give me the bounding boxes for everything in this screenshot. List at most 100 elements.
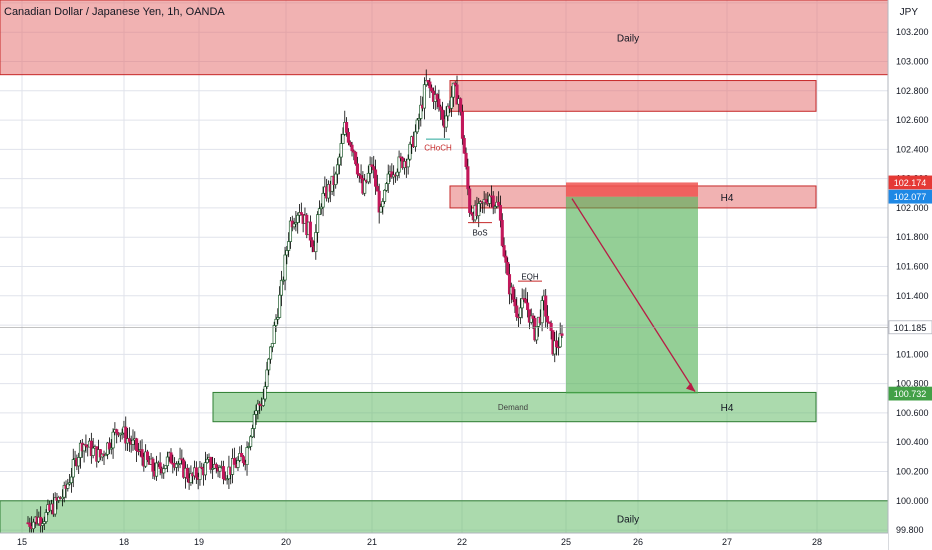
candle-up: [245, 447, 249, 465]
candle-down: [194, 467, 198, 478]
price-label-box: [888, 386, 932, 401]
candle-up: [40, 523, 45, 526]
candle-down: [511, 286, 515, 300]
zone-demand: [0, 500, 889, 537]
zone-demand: [212, 391, 817, 423]
candle-down: [346, 131, 350, 143]
candle-up: [366, 172, 370, 183]
annotation-bos: BoS: [472, 228, 487, 237]
candle-up: [319, 206, 323, 210]
candle-up: [91, 447, 95, 456]
candle-up: [250, 428, 255, 438]
zone-supply: [449, 80, 817, 112]
candle-up: [230, 458, 235, 475]
candle-up: [395, 171, 399, 177]
candle-up: [422, 84, 426, 109]
candle-down: [354, 151, 358, 165]
candle-down: [151, 458, 155, 472]
candle-up: [379, 206, 383, 213]
candle-up: [488, 195, 492, 204]
candle-down: [556, 346, 560, 349]
candle-up: [44, 512, 48, 522]
candle-up: [413, 131, 417, 148]
candle-down: [428, 81, 432, 89]
candle-down: [127, 438, 131, 442]
y-tick-label: 100.400: [896, 437, 929, 447]
candle-up: [446, 105, 450, 117]
candle-up: [154, 462, 159, 477]
candle-down: [507, 274, 512, 295]
x-tick-label: 22: [457, 537, 467, 547]
candle-down: [426, 80, 430, 83]
candle-up: [164, 465, 168, 469]
candle-down: [310, 239, 314, 248]
candle-down: [439, 106, 443, 111]
candle-down: [544, 295, 548, 317]
zone-label: Daily: [617, 514, 639, 525]
candle-down: [357, 173, 361, 176]
price-label: 102.174: [894, 178, 927, 188]
candle-down: [348, 142, 352, 146]
candle-down: [185, 467, 189, 479]
candle-down: [500, 219, 504, 246]
y-tick-label: 100.800: [896, 379, 929, 389]
candle-up: [261, 398, 265, 406]
candle-up: [254, 410, 258, 415]
candle-down: [232, 458, 236, 465]
candle-down: [531, 315, 535, 319]
candle-down: [352, 150, 356, 153]
candle-up: [287, 241, 291, 251]
y-tick-label: 103.000: [896, 57, 929, 67]
candle-down: [455, 84, 459, 105]
candle-up: [535, 326, 539, 341]
candle-up: [198, 466, 202, 480]
candle-down: [359, 175, 363, 179]
candle-up: [249, 436, 253, 447]
candle-up: [335, 164, 340, 175]
candle-up: [415, 119, 419, 133]
candle-down: [469, 212, 474, 215]
candle-up: [386, 173, 390, 184]
candle-up: [408, 143, 412, 160]
candle-up: [68, 482, 72, 485]
y-tick-label: 102.600: [896, 115, 929, 125]
candle-down: [299, 212, 303, 215]
candle-down: [107, 442, 112, 450]
candle-down: [241, 456, 245, 464]
candle-down: [399, 156, 403, 159]
candle-down: [545, 315, 550, 323]
candle-up: [493, 206, 497, 209]
candle-up: [66, 483, 70, 489]
currency-unit: JPY: [899, 7, 918, 18]
x-tick-label: 25: [561, 537, 571, 547]
candle-up: [341, 134, 345, 144]
candle-up: [553, 340, 557, 355]
chart-title: Canadian Dollar / Japanese Yen, 1h, OAND…: [4, 6, 225, 18]
candle-down: [135, 438, 139, 451]
candle-up: [218, 467, 222, 472]
zone-sublabel: Demand: [498, 403, 528, 412]
candle-down: [345, 121, 349, 133]
candle-up: [285, 250, 289, 256]
candle-up: [518, 307, 522, 318]
candle-up: [104, 454, 108, 457]
candle-down: [124, 426, 128, 444]
candle-up: [317, 208, 321, 216]
candle-down: [497, 201, 501, 206]
candle-down: [453, 82, 457, 86]
candle-down: [350, 144, 354, 152]
x-tick-label: 21: [367, 537, 377, 547]
candle-down: [140, 449, 144, 458]
candle-up: [384, 183, 388, 191]
candle-down: [484, 199, 488, 203]
candle-up: [444, 115, 448, 128]
candle-up: [270, 343, 274, 348]
candle-up: [247, 446, 251, 448]
candle-up: [477, 203, 481, 217]
candle-up: [417, 118, 421, 121]
candle-up: [269, 346, 273, 360]
candle-down: [504, 255, 508, 263]
y-tick-label: 101.000: [896, 349, 929, 359]
candle-up: [69, 476, 73, 484]
